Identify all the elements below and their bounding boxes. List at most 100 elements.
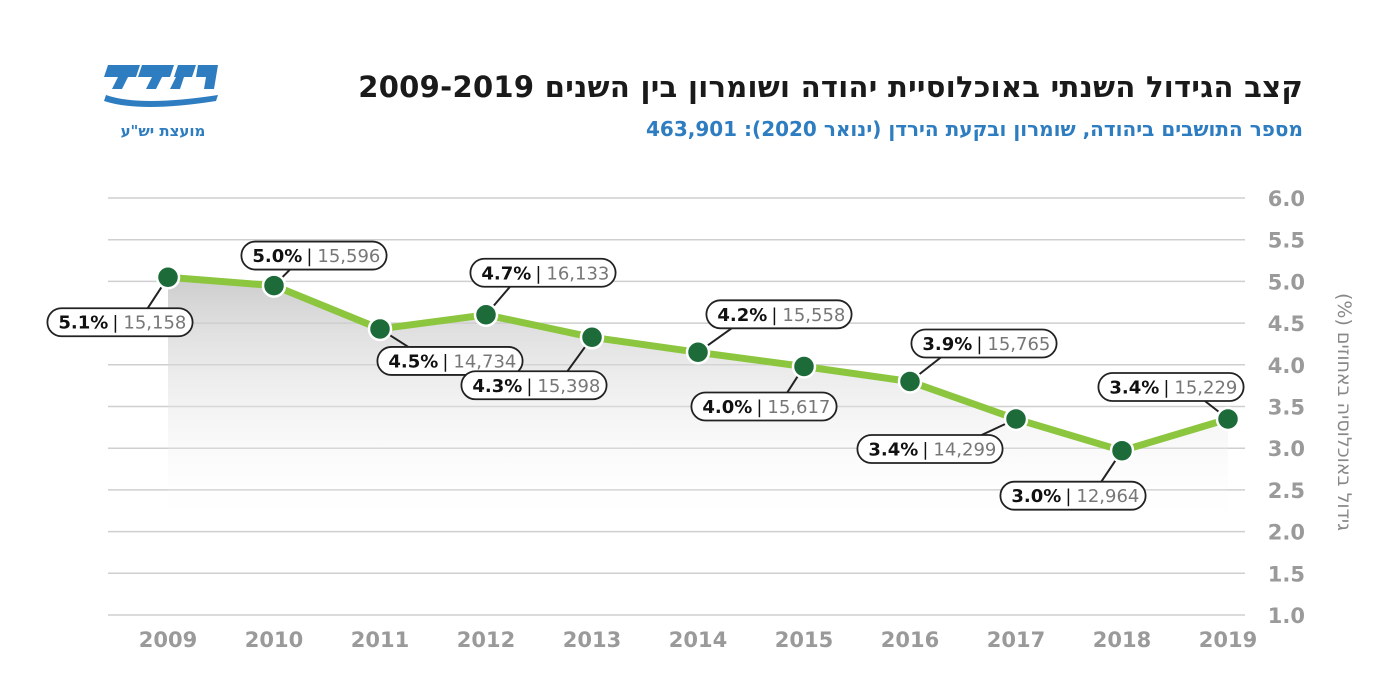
data-label-count: 15,398 xyxy=(537,376,600,397)
data-label-separator: | xyxy=(756,397,762,418)
data-label-text: 5.1% | 15,158 xyxy=(58,313,186,334)
x-tick-label: 2009 xyxy=(139,628,197,652)
data-label: 3.0% | 12,964 xyxy=(999,480,1147,511)
x-tick-label: 2010 xyxy=(245,628,303,652)
data-label-percent: 3.4% xyxy=(1109,378,1159,399)
data-label-box xyxy=(469,257,617,288)
x-tick-label: 2016 xyxy=(881,628,939,652)
x-tick-label: 2015 xyxy=(775,628,833,652)
data-label: 5.1% | 15,158 xyxy=(46,307,194,338)
data-label-percent: 3.0% xyxy=(1011,486,1061,507)
data-point-2010 xyxy=(261,273,287,298)
data-point-2017 xyxy=(1003,406,1029,432)
data-label: 4.0% | 15,617 xyxy=(690,391,838,422)
data-label-count: 14,299 xyxy=(933,440,996,461)
data-label-percent: 4.7% xyxy=(481,263,531,284)
data-label-text: 4.3% | 15,398 xyxy=(472,376,600,397)
data-label-count: 15,158 xyxy=(123,313,186,334)
data-point-2015 xyxy=(791,354,817,379)
data-label-count: 14,734 xyxy=(453,351,516,372)
y-axis-ticks: 1.0 1.5 2.0 2.5 3.0 3.5 4.0 4.5 5.0 5.5 6.0 xyxy=(1268,187,1305,628)
data-label-text: 4.0% | 15,617 xyxy=(702,397,830,418)
chart-subtitle: מספר התושבים ביהודה, שומרון ובקעת הירדן … xyxy=(645,117,1303,141)
x-tick-label: 2019 xyxy=(1199,628,1257,652)
y-tick-label: 4.0 xyxy=(1268,354,1305,378)
data-label-box xyxy=(240,240,388,271)
data-label-separator: | xyxy=(442,351,448,372)
data-label-percent: 5.0% xyxy=(252,246,302,267)
data-label-separator: | xyxy=(976,334,982,355)
y-tick-label: 5.0 xyxy=(1268,270,1305,294)
data-label-count: 15,596 xyxy=(317,246,380,267)
data-label-count: 15,558 xyxy=(782,305,845,326)
data-label-separator: | xyxy=(1065,486,1071,507)
data-label-box xyxy=(376,346,524,376)
data-label-box xyxy=(705,299,853,330)
data-label-separator: | xyxy=(1163,378,1169,399)
data-label-percent: 4.3% xyxy=(472,376,522,397)
data-point-2019 xyxy=(1215,406,1241,432)
data-point-2013 xyxy=(579,325,605,350)
y-tick-label: 2.0 xyxy=(1268,521,1305,545)
y-tick-label: 2.5 xyxy=(1268,479,1305,503)
data-label: 3.4% | 14,299 xyxy=(856,434,1004,464)
data-point-2016 xyxy=(897,369,923,394)
x-tick-label: 2018 xyxy=(1093,628,1151,652)
data-label-percent: 4.5% xyxy=(388,351,438,372)
data-label: 4.7% | 16,133 xyxy=(469,257,617,288)
data-label: 3.9% | 15,765 xyxy=(910,328,1058,359)
data-label-text: 4.5% | 14,734 xyxy=(388,351,516,372)
data-label-separator: | xyxy=(922,440,928,461)
data-label-separator: | xyxy=(535,263,541,284)
data-label: 4.3% | 15,398 xyxy=(460,370,608,401)
logo-caption: מועצת יש"ע xyxy=(120,122,206,140)
y-tick-label: 6.0 xyxy=(1268,187,1305,211)
x-tick-label: 2013 xyxy=(563,628,621,652)
y-tick-label: 4.5 xyxy=(1268,312,1305,336)
data-point-2009 xyxy=(155,264,181,290)
data-point-2018 xyxy=(1109,438,1135,463)
data-label-separator: | xyxy=(112,313,118,334)
data-label-percent: 3.9% xyxy=(922,334,972,355)
data-label-count: 15,617 xyxy=(767,397,830,418)
data-label-text: 3.4% | 15,229 xyxy=(1109,378,1237,399)
data-label-count: 15,229 xyxy=(1174,378,1237,399)
y-axis-label: גידול באוכלוסיה באחוזים (%) xyxy=(1333,292,1355,532)
data-label-box xyxy=(999,480,1147,511)
data-label-box xyxy=(46,307,194,338)
data-label-percent: 5.1% xyxy=(58,313,108,334)
data-label-percent: 3.4% xyxy=(868,440,918,461)
data-label-count: 16,133 xyxy=(546,263,609,284)
data-label-count: 15,765 xyxy=(987,334,1050,355)
data-label-separator: | xyxy=(771,305,777,326)
data-point-2014 xyxy=(685,340,711,365)
data-label-separator: | xyxy=(306,246,312,267)
data-label: 4.2% | 15,558 xyxy=(705,299,853,330)
x-tick-label: 2017 xyxy=(987,628,1045,652)
data-label: 4.5% | 14,734 xyxy=(376,346,524,376)
x-tick-label: 2012 xyxy=(457,628,515,652)
data-label-text: 3.9% | 15,765 xyxy=(922,334,1050,355)
data-label: 5.0% | 15,596 xyxy=(240,240,388,271)
data-point-2012 xyxy=(473,302,499,328)
data-point-2011 xyxy=(367,316,393,342)
series-markers xyxy=(155,264,1241,463)
data-label-percent: 4.0% xyxy=(702,397,752,418)
y-tick-label: 3.0 xyxy=(1268,437,1305,461)
data-label-box xyxy=(856,434,1004,464)
data-label-text: 3.4% | 14,299 xyxy=(868,440,996,461)
data-label-separator: | xyxy=(526,376,532,397)
data-label-count: 12,964 xyxy=(1076,486,1139,507)
y-tick-label: 1.0 xyxy=(1268,604,1305,628)
data-label: 3.4% | 15,229 xyxy=(1097,372,1245,402)
data-label-text: 5.0% | 15,596 xyxy=(252,246,380,267)
data-label-text: 3.0% | 12,964 xyxy=(1011,486,1139,507)
data-label-text: 4.2% | 15,558 xyxy=(717,305,845,326)
data-label-box xyxy=(690,391,838,422)
data-label-text: 4.7% | 16,133 xyxy=(481,263,609,284)
yesha-council-logo xyxy=(100,55,230,145)
x-tick-label: 2014 xyxy=(669,628,727,652)
data-label-box xyxy=(1097,372,1245,402)
